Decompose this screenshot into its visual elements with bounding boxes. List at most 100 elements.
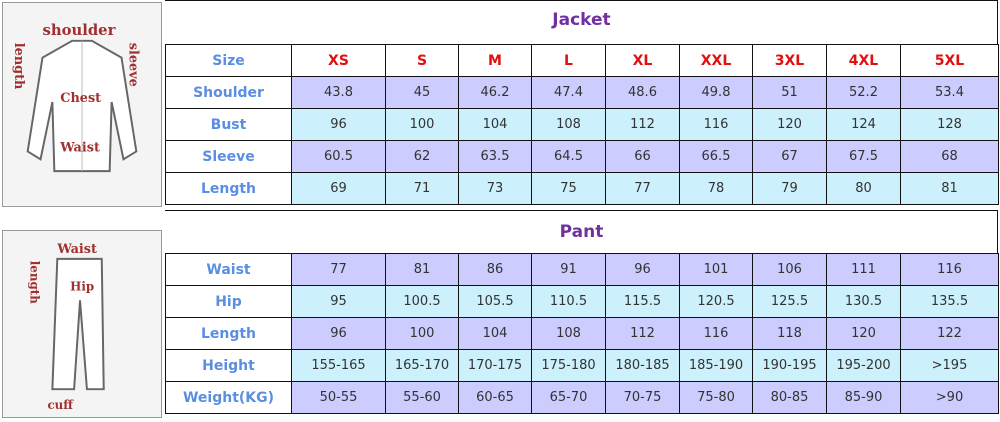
row-label: Sleeve xyxy=(165,140,292,173)
table-cell: 120 xyxy=(826,317,901,350)
size-header: XL xyxy=(605,44,680,77)
table-cell: 175-180 xyxy=(531,349,606,382)
table-row: Hip 95 100.5 105.5 110.5 115.5 120.5 125.5 130.5… xyxy=(165,285,999,318)
table-cell: 62 xyxy=(385,140,459,173)
table-cell: 45 xyxy=(385,76,459,109)
table-cell: 116 xyxy=(900,253,999,286)
table-cell: 67 xyxy=(752,140,827,173)
table-cell: 75-80 xyxy=(679,381,753,414)
table-cell: 79 xyxy=(752,172,827,205)
size-header: L xyxy=(531,44,606,77)
pant-label-waist: Waist xyxy=(56,242,97,257)
table-cell: 110.5 xyxy=(531,285,606,318)
header-row: Size XS S M L XL XXL 3XL 4XL 5XL xyxy=(165,44,999,77)
table-cell: 108 xyxy=(531,108,606,141)
table-cell: >195 xyxy=(900,349,999,382)
table-cell: 118 xyxy=(752,317,827,350)
table-row: Shoulder 43.8 45 46.2 47.4 48.6 49.8 51 52.2 53.4 xyxy=(165,76,999,109)
table-cell: 67.5 xyxy=(826,140,901,173)
table-cell: 100 xyxy=(385,317,459,350)
table-cell: 85-90 xyxy=(826,381,901,414)
pant-label-length: length xyxy=(28,261,42,304)
jacket-label-waist: Waist xyxy=(59,140,100,155)
table-cell: 124 xyxy=(826,108,901,141)
table-cell: 105.5 xyxy=(458,285,532,318)
jacket-size-table: Size XS S M L XL XXL 3XL 4XL 5XL Shoulder 43.8 45 46.… xyxy=(165,44,999,205)
table-cell: 96 xyxy=(605,253,680,286)
table-cell: 112 xyxy=(605,108,680,141)
row-label: Weight(KG) xyxy=(165,381,292,414)
table-cell: 46.2 xyxy=(458,76,532,109)
table-cell: 81 xyxy=(385,253,459,286)
row-label: Height xyxy=(165,349,292,382)
table-cell: 48.6 xyxy=(605,76,680,109)
table-cell: 91 xyxy=(531,253,606,286)
table-row: Length 69 71 73 75 77 78 79 80 81 xyxy=(165,172,999,205)
table-cell: 104 xyxy=(458,108,532,141)
jacket-label-sleeve: sleeve xyxy=(125,43,140,87)
table-cell: 55-60 xyxy=(385,381,459,414)
table-cell: 68 xyxy=(900,140,999,173)
table-cell: 116 xyxy=(679,108,753,141)
table-cell: 80 xyxy=(826,172,901,205)
table-cell: 63.5 xyxy=(458,140,532,173)
table-cell: 180-185 xyxy=(605,349,680,382)
table-cell: 60.5 xyxy=(291,140,386,173)
jacket-label-chest: Chest xyxy=(60,91,101,106)
size-header: XS xyxy=(291,44,386,77)
table-cell: 66.5 xyxy=(679,140,753,173)
jacket-title: Jacket xyxy=(552,10,611,30)
table-cell: 112 xyxy=(605,317,680,350)
table-cell: 108 xyxy=(531,317,606,350)
table-cell: 96 xyxy=(291,317,386,350)
table-cell: 73 xyxy=(458,172,532,205)
table-cell: 100 xyxy=(385,108,459,141)
row-label: Bust xyxy=(165,108,292,141)
table-cell: 71 xyxy=(385,172,459,205)
table-cell: 51 xyxy=(752,76,827,109)
row-label: Waist xyxy=(165,253,292,286)
size-header: XXL xyxy=(679,44,753,77)
table-cell: 115.5 xyxy=(605,285,680,318)
table-cell: 116 xyxy=(679,317,753,350)
table-cell: 120 xyxy=(752,108,827,141)
table-cell: 43.8 xyxy=(291,76,386,109)
size-header: 5XL xyxy=(900,44,999,77)
jacket-label-shoulder: shoulder xyxy=(43,22,116,39)
table-cell: 52.2 xyxy=(826,76,901,109)
table-cell: 165-170 xyxy=(385,349,459,382)
table-cell: 77 xyxy=(291,253,386,286)
table-cell: 106 xyxy=(752,253,827,286)
table-cell: 128 xyxy=(900,108,999,141)
table-cell: 70-75 xyxy=(605,381,680,414)
table-cell: 195-200 xyxy=(826,349,901,382)
table-cell: 78 xyxy=(679,172,753,205)
table-cell: 111 xyxy=(826,253,901,286)
table-cell: 65-70 xyxy=(531,381,606,414)
size-header: 3XL xyxy=(752,44,827,77)
table-cell: 50-55 xyxy=(291,381,386,414)
table-cell: 80-85 xyxy=(752,381,827,414)
size-header: M xyxy=(458,44,532,77)
table-cell: 77 xyxy=(605,172,680,205)
table-cell: 49.8 xyxy=(679,76,753,109)
table-cell: 95 xyxy=(291,285,386,318)
size-header: 4XL xyxy=(826,44,901,77)
table-cell: 135.5 xyxy=(900,285,999,318)
table-cell: >90 xyxy=(900,381,999,414)
table-cell: 155-165 xyxy=(291,349,386,382)
table-cell: 86 xyxy=(458,253,532,286)
table-row: Length 96 100 104 108 112 116 118 120 122 xyxy=(165,317,999,350)
table-cell: 96 xyxy=(291,108,386,141)
row-label: Length xyxy=(165,172,292,205)
table-cell: 101 xyxy=(679,253,753,286)
table-cell: 60-65 xyxy=(458,381,532,414)
row-label: Length xyxy=(165,317,292,350)
table-cell: 53.4 xyxy=(900,76,999,109)
table-cell: 66 xyxy=(605,140,680,173)
table-row: Bust 96 100 104 108 112 116 120 124 128 xyxy=(165,108,999,141)
table-cell: 122 xyxy=(900,317,999,350)
table-cell: 64.5 xyxy=(531,140,606,173)
table-row: Sleeve 60.5 62 63.5 64.5 66 66.5 67 67.5 68 xyxy=(165,140,999,173)
table-row: Weight(KG) 50-55 55-60 60-65 65-70 70-75 75-80… xyxy=(165,381,999,414)
